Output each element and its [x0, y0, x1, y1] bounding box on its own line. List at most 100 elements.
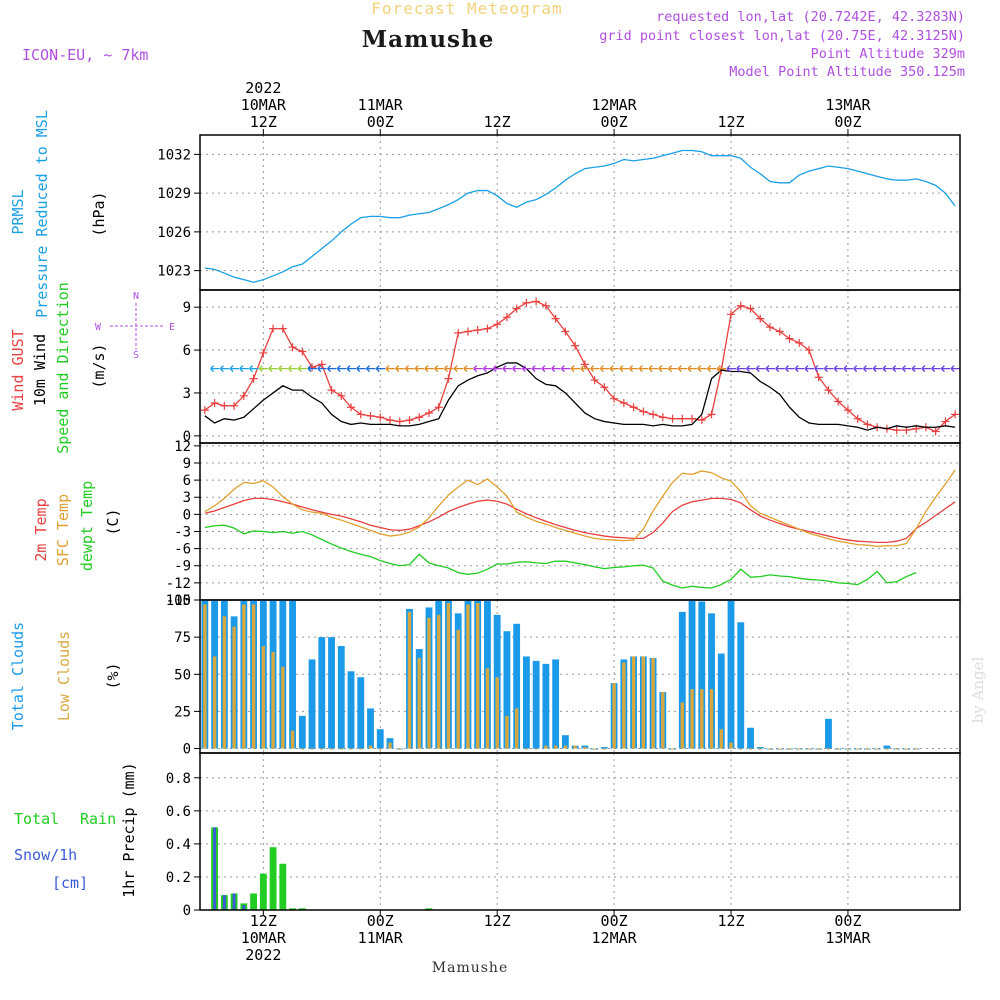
gust-marker [405, 416, 414, 425]
model-label: ICON-EU, ~ 7km [22, 46, 148, 64]
clouds-ylabel-total: Total Clouds [9, 622, 27, 730]
wind-direction-arrow [921, 365, 931, 373]
dewpt-temp-line [204, 524, 917, 589]
total-cloud-bar [717, 653, 725, 749]
y-tick-label: 75 [174, 630, 191, 646]
wind-direction-arrow [892, 365, 902, 373]
low-cloud-bar [700, 689, 704, 749]
gust-marker [863, 420, 872, 429]
wind-direction-arrow [531, 365, 542, 373]
rain-bar [259, 873, 267, 910]
gust-marker [249, 374, 258, 383]
low-cloud-bar [368, 745, 373, 749]
gust-marker [619, 398, 628, 407]
wind-direction-arrow [336, 365, 347, 373]
low-cloud-bar [514, 708, 519, 749]
prmsl-line [204, 149, 956, 283]
wind-direction-arrow [765, 365, 775, 373]
gust-marker [931, 427, 940, 436]
gust-marker [785, 334, 794, 343]
time-label: 00Z [834, 113, 861, 131]
precip-panel: Total Rain Snow/1h [cm] 1hr Precip (mm) … [14, 752, 961, 919]
gust-marker [610, 394, 619, 403]
y-tick-label: 0.8 [166, 771, 191, 787]
total-cloud-bar [883, 745, 891, 749]
total-cloud-bar [289, 600, 296, 749]
wind-direction-arrow [297, 365, 308, 373]
gust-marker [220, 401, 229, 410]
gust-marker [230, 401, 239, 410]
model-point-altitude: Model Point Altitude 350.125m [729, 64, 965, 80]
snow-bar [232, 893, 236, 910]
low-cloud-bar [524, 748, 529, 750]
snow-bar [222, 895, 226, 910]
low-cloud-bar [446, 602, 451, 749]
gust-marker [941, 417, 950, 426]
gust-marker [454, 328, 463, 337]
total-cloud-bar [357, 677, 365, 749]
time-label: 00Z [367, 912, 394, 930]
low-cloud-bar [855, 748, 860, 750]
wind-direction-arrow [677, 365, 688, 373]
wind-direction-arrow [833, 365, 844, 373]
time-label: 00Z [601, 113, 628, 131]
wind-direction-arrow [551, 365, 561, 373]
pressure-ylabel-desc: Pressure Reduced to MSL [33, 110, 51, 318]
wind-direction-arrow [317, 365, 327, 373]
precip-legend-total: Total [14, 810, 59, 828]
time-label: 12Z [717, 912, 744, 930]
total-cloud-bar [376, 729, 384, 749]
low-cloud-bar [495, 677, 499, 749]
gust-marker [366, 411, 375, 420]
total-cloud-bar [513, 623, 521, 749]
wind-direction-arrow [687, 365, 698, 373]
low-cloud-bar [612, 683, 616, 749]
wind-direction-arrow [814, 365, 824, 373]
wind-direction-arrow [541, 365, 551, 373]
temp-ylabel-dewpt: dewpt Temp [78, 481, 96, 571]
low-cloud-bar [349, 748, 353, 750]
time-label: 11MAR [358, 929, 404, 947]
wind-direction-arrow [599, 365, 610, 373]
low-cloud-bar [709, 689, 714, 749]
wind-direction-arrow [911, 365, 922, 373]
y-tick-label: 9 [183, 300, 191, 316]
time-label: 13MAR [825, 929, 871, 947]
gust-marker [649, 410, 658, 419]
total-cloud-bar [698, 601, 706, 749]
low-cloud-bar [778, 748, 782, 750]
y-tick-label: 0.4 [166, 837, 191, 853]
watermark: by Angel [969, 656, 987, 723]
wind-panel: Wind GUST 10m Wind Speed and Direction (… [9, 282, 961, 454]
gust-marker [259, 348, 268, 357]
gust-marker [756, 314, 765, 323]
gust-marker [629, 403, 638, 412]
gust-marker [727, 310, 736, 319]
rain-bar [298, 908, 306, 910]
total-cloud-bar [600, 747, 608, 749]
low-cloud-bar [203, 604, 207, 749]
gust-marker [288, 343, 297, 352]
low-cloud-bar [914, 748, 918, 750]
gust-marker [269, 324, 278, 333]
wind-direction-arrow [940, 365, 951, 373]
low-cloud-bar [661, 692, 665, 749]
low-cloud-bar [748, 748, 753, 750]
low-cloud-bar [641, 656, 646, 749]
y-tick-label: 9 [183, 456, 191, 472]
gust-marker [473, 326, 482, 335]
low-cloud-bar [261, 646, 266, 749]
total-cloud-bar [308, 659, 316, 749]
y-tick-label: -3 [174, 524, 191, 540]
wind-direction-arrow [609, 365, 620, 373]
wind-direction-arrow [521, 365, 532, 373]
gust-marker [278, 324, 287, 333]
y-tick-label: -12 [166, 576, 191, 592]
low-cloud-bar [427, 617, 431, 749]
wind-direction-arrow [697, 365, 707, 373]
gust-marker [951, 410, 960, 419]
pressure-ylabel-unit: (hPa) [90, 191, 108, 236]
